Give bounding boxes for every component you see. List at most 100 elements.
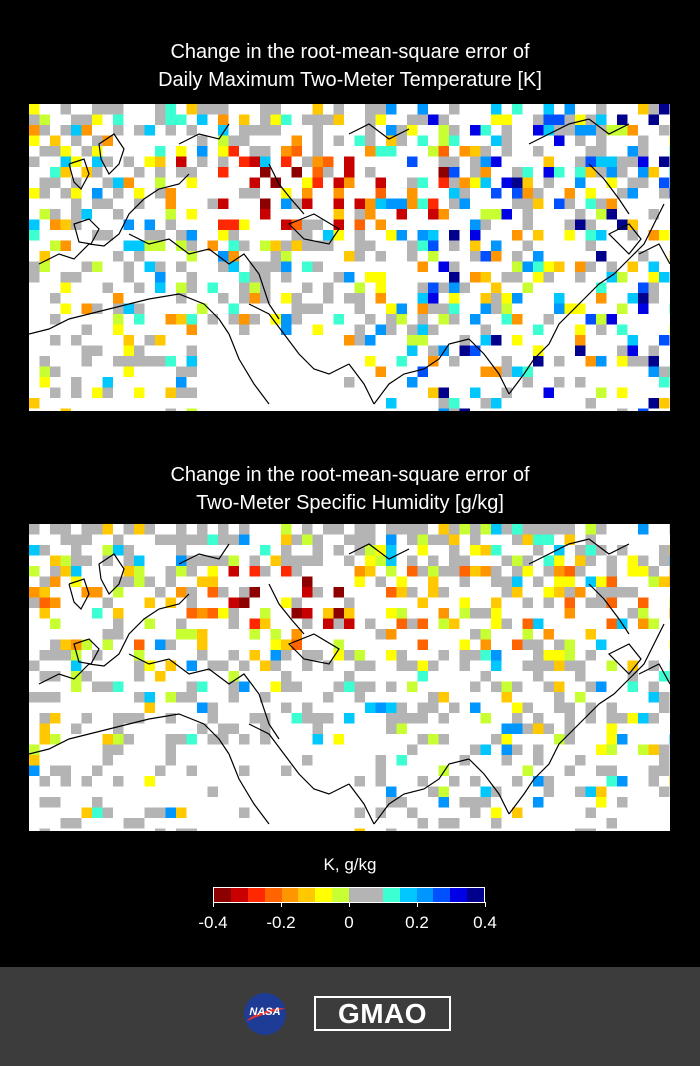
grid-cell <box>627 356 638 367</box>
grid-cell <box>165 114 176 125</box>
grid-cell <box>176 167 187 178</box>
colorbar-swatch <box>247 888 265 902</box>
grid-cell <box>29 272 40 283</box>
grid-cell <box>291 639 302 650</box>
grid-cell <box>522 377 533 388</box>
grid-cell <box>39 734 50 745</box>
grid-cell <box>60 639 71 650</box>
grid-cell <box>522 524 533 535</box>
grid-cell <box>659 692 670 703</box>
grid-cell <box>596 597 607 608</box>
grid-cell <box>186 366 197 377</box>
grid-cell <box>491 566 502 577</box>
grid-cell <box>564 639 575 650</box>
grid-cell <box>617 408 628 411</box>
grid-cell <box>165 387 176 398</box>
grid-cell <box>29 587 40 598</box>
grid-cell <box>260 209 271 220</box>
grid-cell <box>144 618 155 629</box>
grid-cell <box>50 765 61 776</box>
grid-cell <box>501 125 512 136</box>
grid-cell <box>186 734 197 745</box>
grid-cell <box>186 345 197 356</box>
grid-cell <box>543 167 554 178</box>
grid-cell <box>186 177 197 188</box>
grid-cell <box>81 671 92 682</box>
grid-cell <box>323 230 334 241</box>
grid-cell <box>302 650 313 661</box>
grid-cell <box>239 114 250 125</box>
grid-cell <box>344 597 355 608</box>
grid-cell <box>39 125 50 136</box>
grid-cell <box>134 576 145 587</box>
grid-cell <box>113 314 124 325</box>
grid-cell <box>186 629 197 640</box>
grid-cell <box>543 114 554 125</box>
humidity-map <box>29 524 670 831</box>
grid-cell <box>228 314 239 325</box>
grid-cell <box>176 387 187 398</box>
grid-cell <box>81 146 92 157</box>
grid-cell <box>134 282 145 293</box>
grid-cell <box>564 713 575 724</box>
grid-cell <box>165 314 176 325</box>
grid-cell <box>459 660 470 671</box>
grid-cell <box>407 555 418 566</box>
grid-cell <box>365 702 376 713</box>
grid-cell <box>354 282 365 293</box>
grid-cell <box>459 639 470 650</box>
grid-cell <box>365 566 376 577</box>
grid-cell <box>323 156 334 167</box>
grid-cell <box>102 524 113 535</box>
grid-cell <box>396 198 407 209</box>
grid-cell <box>533 146 544 157</box>
grid-cell <box>281 650 292 661</box>
grid-cell <box>29 597 40 608</box>
grid-cell <box>50 597 61 608</box>
grid-cell <box>186 597 197 608</box>
grid-cell <box>596 114 607 125</box>
coastline <box>268 163 305 215</box>
grid-cell <box>533 776 544 787</box>
grid-cell <box>155 230 166 241</box>
grid-cell <box>29 398 40 409</box>
grid-cell <box>302 177 313 188</box>
grid-cell <box>60 240 71 251</box>
grid-cell <box>522 209 533 220</box>
grid-cell <box>165 566 176 577</box>
grid-cell <box>543 776 554 787</box>
colorbar-tick <box>281 902 282 907</box>
grid-cell <box>512 261 523 272</box>
grid-cell <box>207 786 218 797</box>
grid-cell <box>71 660 82 671</box>
grid-cell <box>281 272 292 283</box>
grid-cell <box>218 734 229 745</box>
grid-cell <box>207 555 218 566</box>
grid-cell <box>501 755 512 766</box>
grid-cell <box>659 104 670 115</box>
grid-cell <box>113 293 124 304</box>
grid-cell <box>480 786 491 797</box>
grid-cell <box>344 618 355 629</box>
grid-cell <box>354 293 365 304</box>
grid-cell <box>186 555 197 566</box>
grid-cell <box>81 776 92 787</box>
grid-cell <box>29 692 40 703</box>
grid-cell <box>312 545 323 556</box>
grid-cell <box>396 125 407 136</box>
grid-cell <box>669 545 670 556</box>
grid-cell <box>71 335 82 346</box>
grid-cell <box>218 555 229 566</box>
grid-cell <box>407 713 418 724</box>
grid-cell <box>123 545 134 556</box>
grid-cell <box>155 146 166 157</box>
grid-cell <box>501 209 512 220</box>
grid-cell <box>291 303 302 314</box>
grid-cell <box>186 692 197 703</box>
grid-cell <box>543 786 554 797</box>
grid-cell <box>543 597 554 608</box>
grid-cell <box>386 104 397 115</box>
grid-cell <box>543 261 554 272</box>
grid-cell <box>638 566 649 577</box>
grid-cell <box>39 366 50 377</box>
